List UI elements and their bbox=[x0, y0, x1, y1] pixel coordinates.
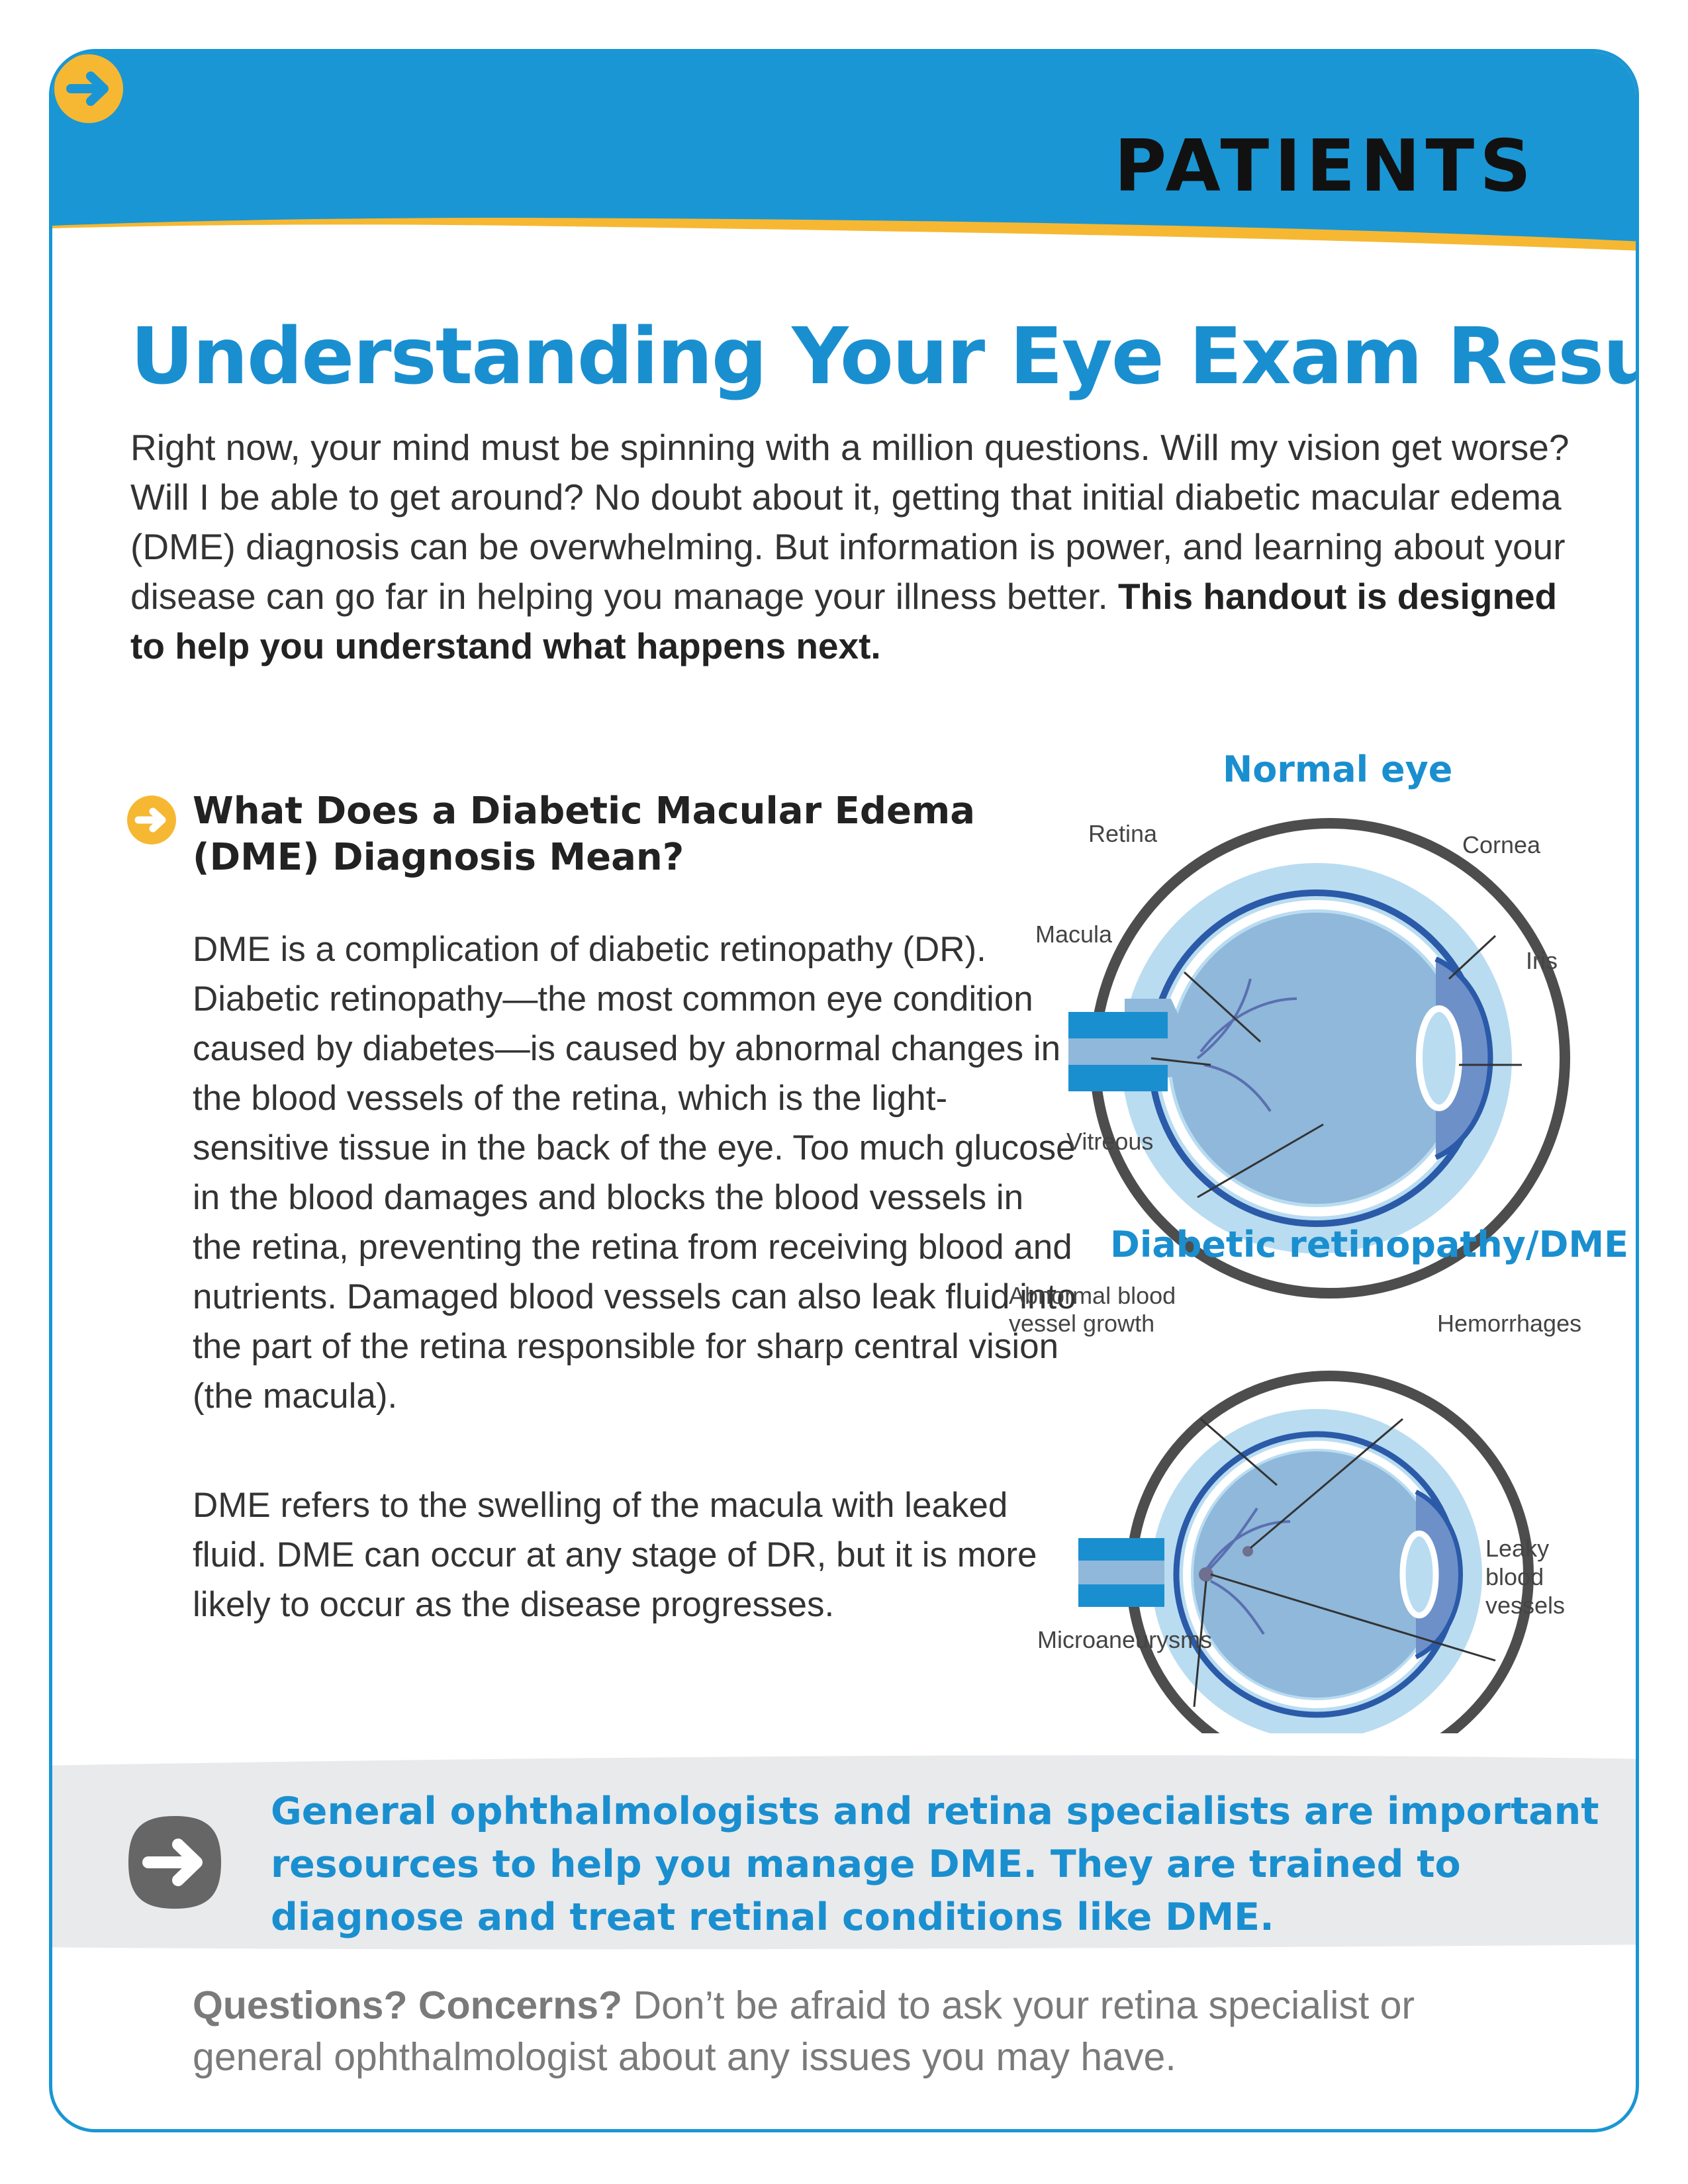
intro-bold: This handout is designed to help you und… bbox=[130, 576, 1558, 666]
section-arrow-icon bbox=[127, 796, 176, 844]
arrow-right-circle-icon bbox=[54, 54, 123, 123]
label-hemorrhages: Hemorrhages bbox=[1437, 1310, 1582, 1337]
intro-text: Right now, your mind must be spinning wi… bbox=[130, 427, 1570, 617]
label-leaky-1: Leaky bbox=[1485, 1535, 1550, 1562]
label-macula: Macula bbox=[1035, 921, 1113, 948]
label-leaky-3: vessels bbox=[1485, 1592, 1566, 1619]
label-leaky-2: blood bbox=[1485, 1563, 1544, 1590]
normal-eye-diagram bbox=[1068, 818, 1570, 1298]
label-cornea: Cornea bbox=[1462, 831, 1541, 858]
intro-paragraph: Right now, your mind must be spinning wi… bbox=[130, 423, 1573, 671]
callout-text: General ophthalmologists and retina spec… bbox=[271, 1790, 1599, 1939]
eye-diagrams bbox=[1068, 818, 1570, 1733]
callout-band bbox=[52, 1755, 1636, 1950]
dr-eye-diagram bbox=[1078, 1371, 1534, 1733]
label-abnormal-2: vessel growth bbox=[1009, 1310, 1155, 1337]
label-microaneurysms: Microaneurysms bbox=[1037, 1626, 1213, 1653]
footer-text: Questions? Concerns? Don’t be afraid to … bbox=[193, 1979, 1517, 2083]
header-band: PATIENTS bbox=[52, 52, 1636, 291]
footer-bold: Questions? Concerns? bbox=[193, 1983, 623, 2027]
dr-eye-title: Diabetic retinopathy/DME bbox=[1110, 1224, 1629, 1265]
body-paragraph-2: DME refers to the swelling of the macula… bbox=[193, 1486, 1037, 1624]
label-vitreous: Vitreous bbox=[1066, 1128, 1154, 1155]
label-abnormal-1: Abnormal blood bbox=[1009, 1282, 1176, 1309]
label-iris: Iris bbox=[1526, 947, 1558, 974]
label-retina: Retina bbox=[1088, 820, 1158, 847]
header-label: PATIENTS bbox=[1114, 125, 1536, 208]
page-title: Understanding Your Eye Exam Results bbox=[130, 310, 1639, 402]
footer-rest: Don’t be afraid to ask your retina speci… bbox=[193, 1983, 1415, 2079]
body-paragraph-1: DME is a complication of diabetic retino… bbox=[193, 930, 1076, 1416]
header-background bbox=[52, 52, 1636, 251]
section-heading: What Does a Diabetic Macular Edema (DME)… bbox=[193, 790, 976, 879]
normal-eye-title: Normal eye bbox=[1223, 749, 1453, 790]
page-frame: PATIENTS Understanding Your Eye Exam Res… bbox=[49, 49, 1639, 2132]
callout-arrow-icon bbox=[128, 1816, 221, 1909]
